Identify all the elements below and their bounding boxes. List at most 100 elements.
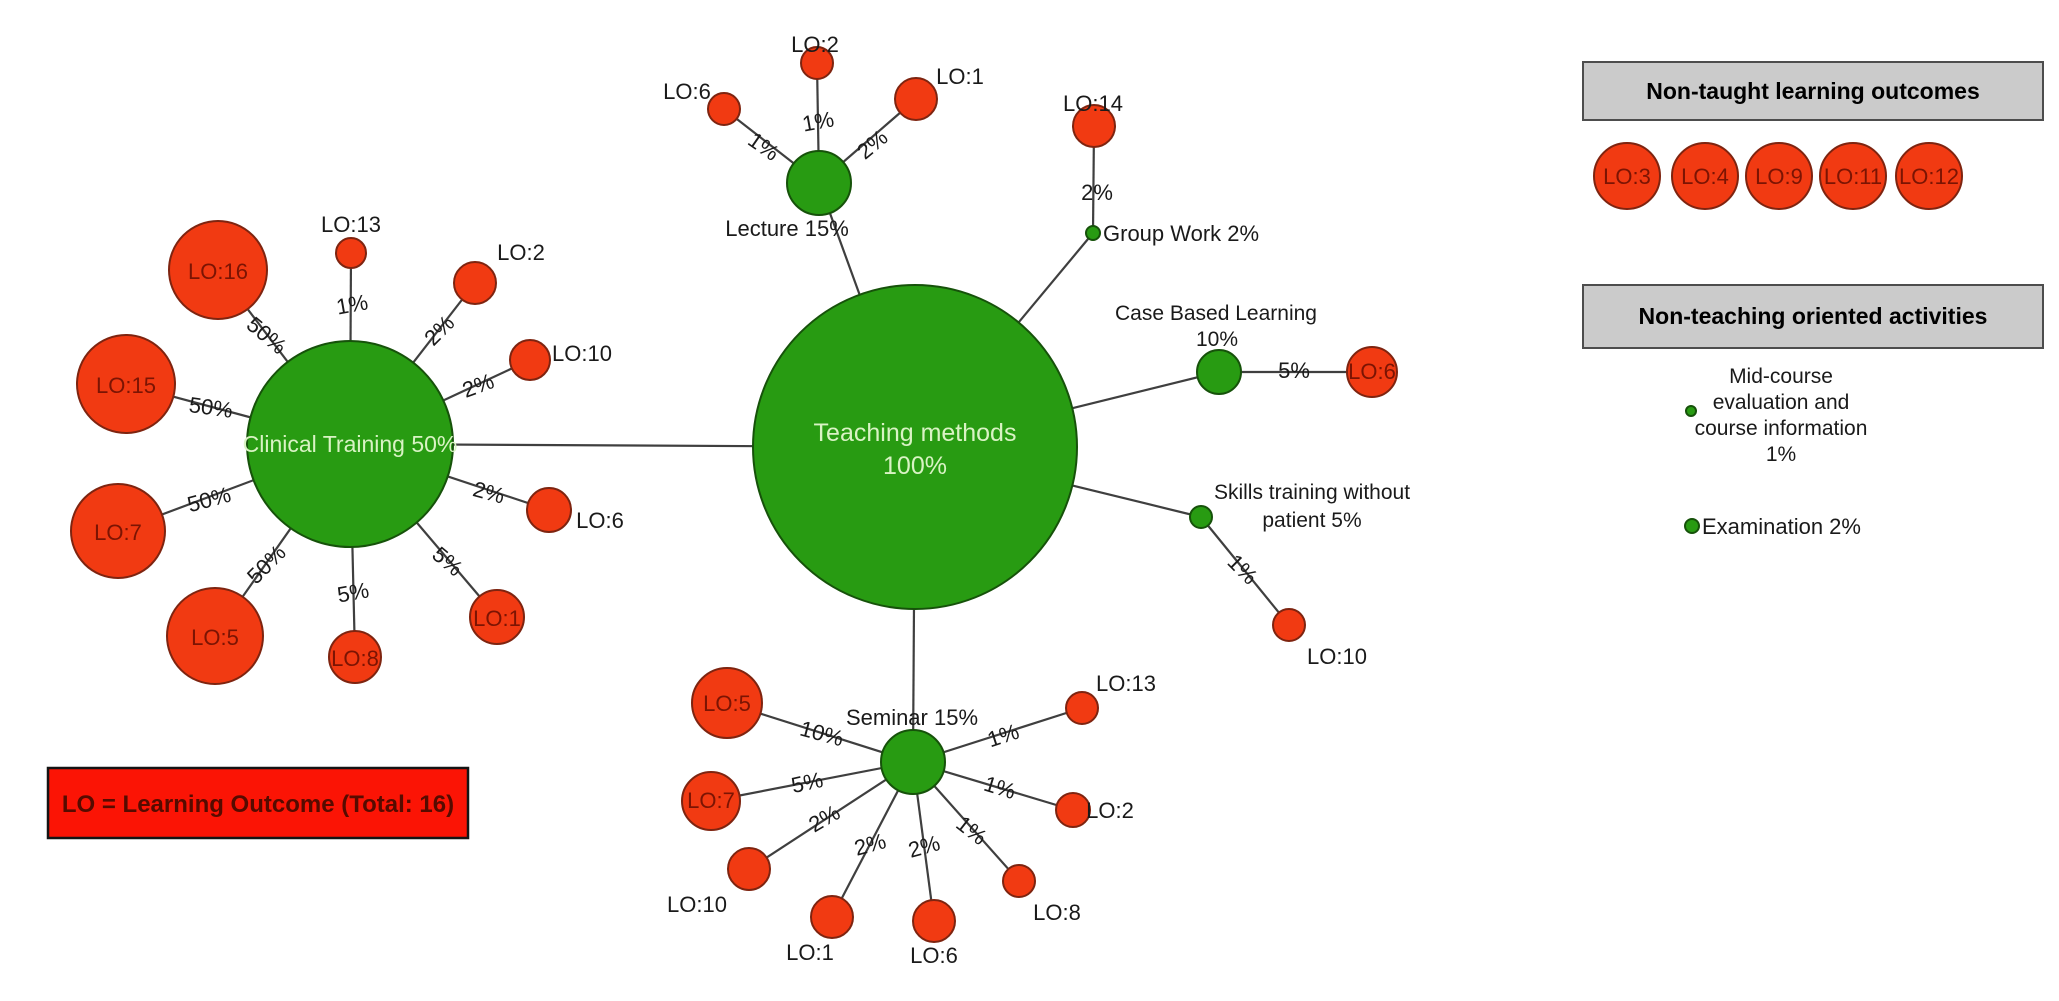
node-seminar-lo6 xyxy=(912,899,956,943)
node-clinical-lo6 xyxy=(526,487,572,533)
nontaught-lo3-label: LO:3 xyxy=(1603,164,1651,189)
clinical-lo8-label: LO:8 xyxy=(331,646,379,671)
lecture-lo6-pct: 1% xyxy=(744,127,784,166)
lecture-lo2-pct: 1% xyxy=(800,106,836,136)
non-taught-header: Non-taught learning outcomes xyxy=(1646,78,1980,104)
seminar-lo1-pct: 2% xyxy=(852,828,889,860)
groupwork-lo14-label: LO:14 xyxy=(1063,91,1123,116)
skills-label-line2: patient 5% xyxy=(1262,509,1361,532)
midcourse-label-line2: evaluation and xyxy=(1713,391,1850,414)
clinical-lo15-pct: 50% xyxy=(187,392,234,423)
node-skills-training xyxy=(1189,505,1213,529)
clinical-lo13-label: LO:13 xyxy=(321,212,381,237)
method-nodes xyxy=(246,150,1242,795)
seminar-label: Seminar 15% xyxy=(846,705,978,730)
lecture-lo6-label: LO:6 xyxy=(663,79,711,104)
node-lecture-lo1 xyxy=(894,77,938,121)
legend-label: LO = Learning Outcome (Total: 16) xyxy=(62,791,454,818)
clinical-lo1-label: LO:1 xyxy=(473,606,521,631)
clinical-lo16-pct: 50% xyxy=(242,312,292,359)
node-nontaught-lo11 xyxy=(1819,142,1887,210)
lecture-label: Lecture 15% xyxy=(725,216,849,241)
edge xyxy=(710,760,914,803)
node-lecture-lo2 xyxy=(800,46,834,80)
seminar-lo5-label: LO:5 xyxy=(703,691,751,716)
teaching-methods-label: Teaching methods xyxy=(814,419,1017,447)
clinical-lo16-label: LO:16 xyxy=(188,259,248,284)
node-clinical-lo8 xyxy=(328,630,382,684)
skills-label-line1: Skills training without xyxy=(1214,481,1410,504)
lecture-lo2-label: LO:2 xyxy=(791,32,839,57)
node-clinical-lo13 xyxy=(335,237,367,269)
clinical-lo15-label: LO:15 xyxy=(96,373,156,398)
node-clinical-lo5 xyxy=(166,587,264,685)
node-seminar-lo2 xyxy=(1055,792,1091,828)
seminar-lo10-pct: 2% xyxy=(804,800,844,838)
non-teaching-header: Non-teaching oriented activities xyxy=(1639,303,1988,329)
clinical-lo13-pct: 1% xyxy=(334,289,370,319)
node-seminar-lo10 xyxy=(727,847,771,891)
examination-label: Examination 2% xyxy=(1702,514,1861,539)
group-work-label: Group Work 2% xyxy=(1103,221,1259,246)
seminar-lo5-pct: 10% xyxy=(797,716,846,752)
seminar-lo8-label: LO:8 xyxy=(1033,900,1081,925)
seminar-lo7-pct: 5% xyxy=(789,767,825,798)
seminar-lo2-label: LO:2 xyxy=(1086,798,1134,823)
nontaught-lo4-label: LO:4 xyxy=(1681,164,1729,189)
seminar-lo6-pct: 2% xyxy=(906,830,943,862)
node-seminar-lo8 xyxy=(1002,864,1036,898)
node-seminar xyxy=(880,729,946,795)
nontaught-lo11-label: LO:11 xyxy=(1824,164,1882,189)
node-nontaught-lo4 xyxy=(1671,142,1739,210)
clinical-lo7-pct: 50% xyxy=(185,482,234,518)
clinical-training-label: Clinical Training 50% xyxy=(243,431,458,457)
clinical-lo7-label: LO:7 xyxy=(94,520,142,545)
nontaught-lo12-label: LO:12 xyxy=(1899,164,1959,189)
node-clinical-training xyxy=(246,340,454,548)
labels: Teaching methods 100% Clinical Training … xyxy=(62,32,1988,968)
node-lecture-lo6 xyxy=(707,92,741,126)
case-lo6-pct: 5% xyxy=(1278,358,1310,383)
node-seminar-lo5 xyxy=(691,667,763,739)
non-teaching-header-box xyxy=(1582,284,2044,349)
seminar-lo13-pct: 1% xyxy=(984,719,1022,753)
teaching-methods-pct: 100% xyxy=(883,452,947,480)
seminar-lo2-pct: 1% xyxy=(981,771,1019,804)
clinical-lo10-label: LO:10 xyxy=(552,341,612,366)
node-teaching-methods xyxy=(752,284,1078,610)
seminar-lo10-label: LO:10 xyxy=(667,892,727,917)
clinical-lo5-label: LO:5 xyxy=(191,625,239,650)
node-clinical-lo1 xyxy=(469,589,525,645)
skills-lo10-pct: 1% xyxy=(1223,549,1263,589)
legend-box xyxy=(46,766,470,840)
groupwork-lo14-pct: 2% xyxy=(1081,180,1113,205)
clinical-lo8-pct: 5% xyxy=(335,577,371,607)
seminar-lo6-label: LO:6 xyxy=(910,943,958,968)
seminar-lo13-label: LO:13 xyxy=(1096,671,1156,696)
clinical-lo6-pct: 2% xyxy=(470,476,507,508)
node-seminar-lo13 xyxy=(1065,691,1099,725)
node-group-work xyxy=(1085,225,1101,241)
case-based-label-line2: 10% xyxy=(1196,328,1238,351)
clinical-lo2-label: LO:2 xyxy=(497,240,545,265)
node-case-lo6 xyxy=(1346,346,1398,398)
node-case-based-learning xyxy=(1196,349,1242,395)
node-nontaught-lo9 xyxy=(1745,142,1813,210)
node-lecture xyxy=(786,150,852,216)
seminar-lo7-label: LO:7 xyxy=(687,788,735,813)
lecture-lo1-label: LO:1 xyxy=(936,64,984,89)
nontaught-lo9-label: LO:9 xyxy=(1755,164,1803,189)
midcourse-label-line3: course information xyxy=(1695,417,1868,440)
lecture-lo1-pct: 2% xyxy=(852,125,892,165)
node-examination-dot xyxy=(1684,518,1700,534)
clinical-lo5-pct: 50% xyxy=(242,540,291,589)
case-lo6-label: LO:6 xyxy=(1348,359,1396,384)
seminar-lo1-label: LO:1 xyxy=(786,940,834,965)
clinical-lo2-pct: 2% xyxy=(419,310,459,350)
node-midcourse-dot xyxy=(1685,405,1697,417)
node-clinical-lo7 xyxy=(70,483,166,579)
outcome-nodes xyxy=(70,46,1963,943)
node-clinical-lo16 xyxy=(168,220,268,320)
midcourse-label-line1: Mid-course xyxy=(1729,365,1833,388)
